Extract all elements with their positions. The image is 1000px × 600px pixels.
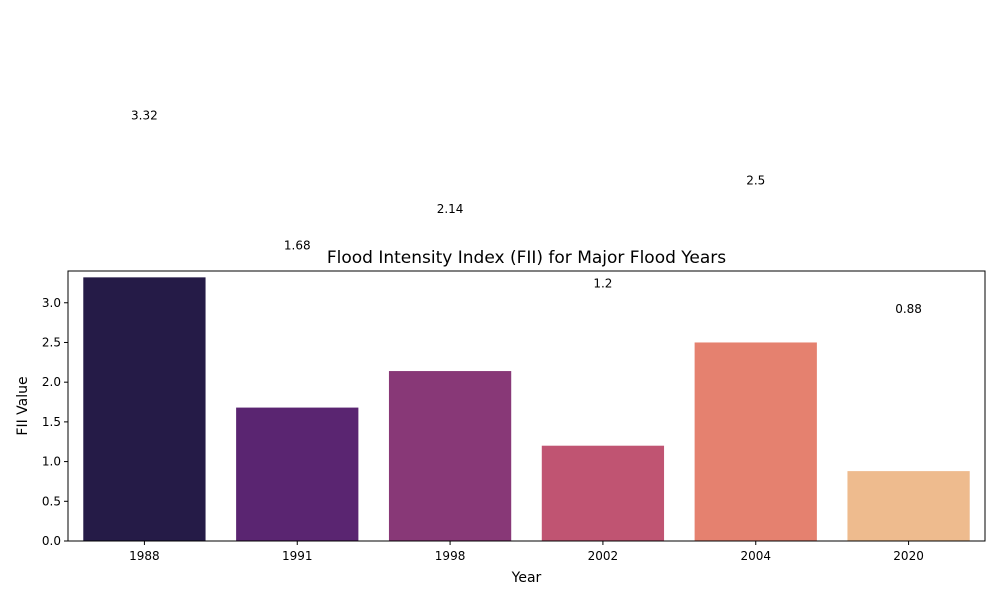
bar-2002 — [541, 445, 665, 541]
data-labels-layer: 3.32 1.68 2.14 1.2 2.5 0.88 — [131, 108, 922, 316]
y-tick-label: 0.5 — [42, 494, 61, 508]
data-label-1991: 1.68 — [284, 239, 311, 253]
x-tick-label: 1998 — [435, 549, 466, 563]
y-tick-label: 2.0 — [42, 375, 61, 389]
bars-layer — [83, 277, 970, 541]
chart-title: Flood Intensity Index (FII) for Major Fl… — [327, 248, 726, 268]
data-label-2002: 1.2 — [593, 277, 612, 291]
y-axis-label: FII Value — [15, 376, 31, 435]
y-tick-label: 1.0 — [42, 455, 61, 469]
data-label-2020: 0.88 — [895, 302, 922, 316]
x-tick-label: 1988 — [129, 549, 160, 563]
bar-2004 — [694, 342, 817, 541]
y-tick-label: 2.5 — [42, 335, 61, 349]
bar-2020 — [847, 471, 970, 541]
bar-1991 — [236, 407, 359, 541]
data-label-1998: 2.14 — [437, 202, 464, 216]
y-tick-label: 3.0 — [42, 296, 61, 310]
plot-frame — [67, 270, 986, 542]
y-tick-label: 0.0 — [42, 534, 61, 548]
data-label-2004: 2.5 — [746, 173, 765, 187]
x-axis-label: Year — [511, 570, 542, 586]
data-label-1988: 3.32 — [131, 108, 158, 122]
x-tick-label: 2002 — [588, 549, 619, 563]
x-tick-label: 2020 — [893, 549, 924, 563]
bar-1998 — [388, 371, 512, 541]
x-tick-label: 1991 — [282, 549, 313, 563]
x-tick-label: 2004 — [740, 549, 771, 563]
y-tick-label: 1.5 — [42, 415, 61, 429]
ticks-layer: 1988 1991 1998 2002 2004 2020 0.0 0.5 1.0 1.5 2.0 2… — [42, 296, 924, 563]
bar-1988 — [83, 277, 206, 541]
